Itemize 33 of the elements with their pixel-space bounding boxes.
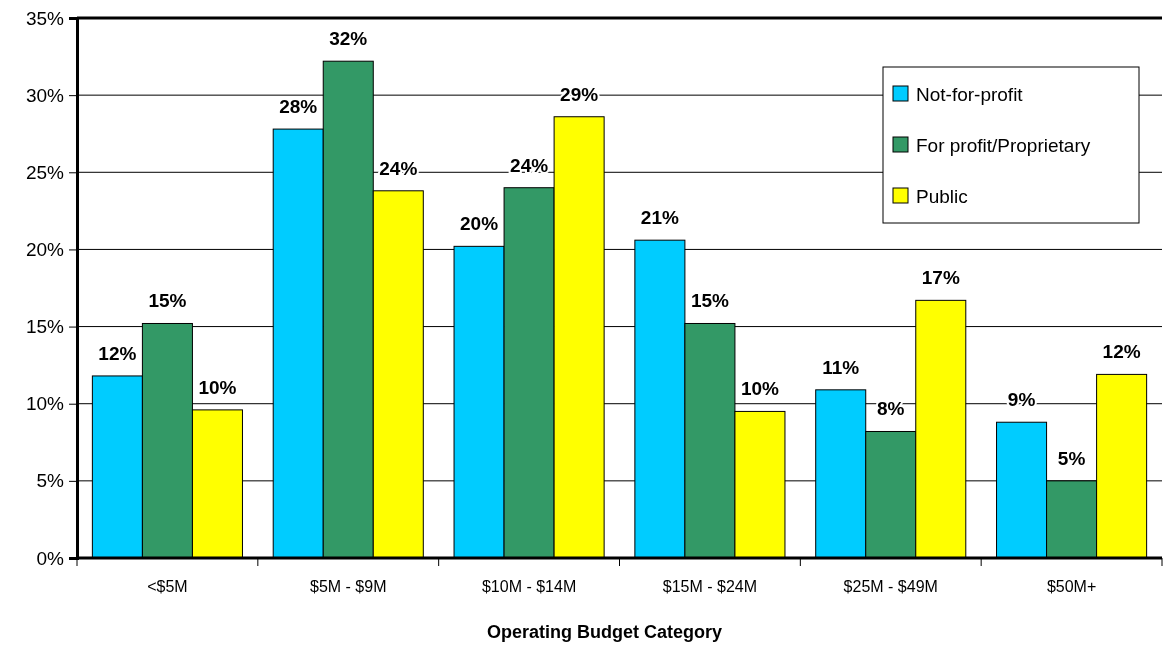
data-label: 15% [148,290,187,312]
legend-label: Not-for-profit [916,84,1024,105]
y-tick-label: 5% [36,470,65,492]
x-tick-label: $50M+ [1046,578,1097,595]
y-tick-label: 0% [36,547,65,569]
data-label: 10% [740,378,780,400]
y-tick-label: 10% [25,393,65,415]
legend-label: For profit/Proprietary [916,135,1091,156]
y-tick-label: 20% [25,239,65,261]
y-tick-label: 35% [25,7,65,29]
data-label: 20% [460,213,499,235]
x-tick-label: $10M - $14M [481,578,577,595]
data-label: 5% [1057,447,1086,469]
x-tick-label: $15M - $24M [662,578,758,595]
data-label: 15% [690,290,730,312]
data-label: 8% [877,398,905,420]
data-label: 21% [640,207,679,229]
data-label: 24% [510,154,549,176]
data-label: 10% [198,376,237,398]
data-label: 28% [279,96,318,118]
data-label: 11% [822,356,860,378]
y-tick-label: 30% [25,84,65,106]
data-label: 12% [1102,341,1141,363]
x-tick-label: <$5M [147,578,188,595]
x-tick-label: $5M - $9M [310,578,387,595]
data-label: 12% [98,342,137,364]
x-axis-title: Operating Budget Category [486,622,723,642]
y-tick-label: 25% [25,161,65,183]
legend-label: Public [916,186,968,207]
data-label: 32% [329,28,368,50]
data-label: 17% [921,267,960,289]
y-tick-label: 15% [25,316,65,338]
x-tick-label: $25M - $49M [843,578,938,595]
